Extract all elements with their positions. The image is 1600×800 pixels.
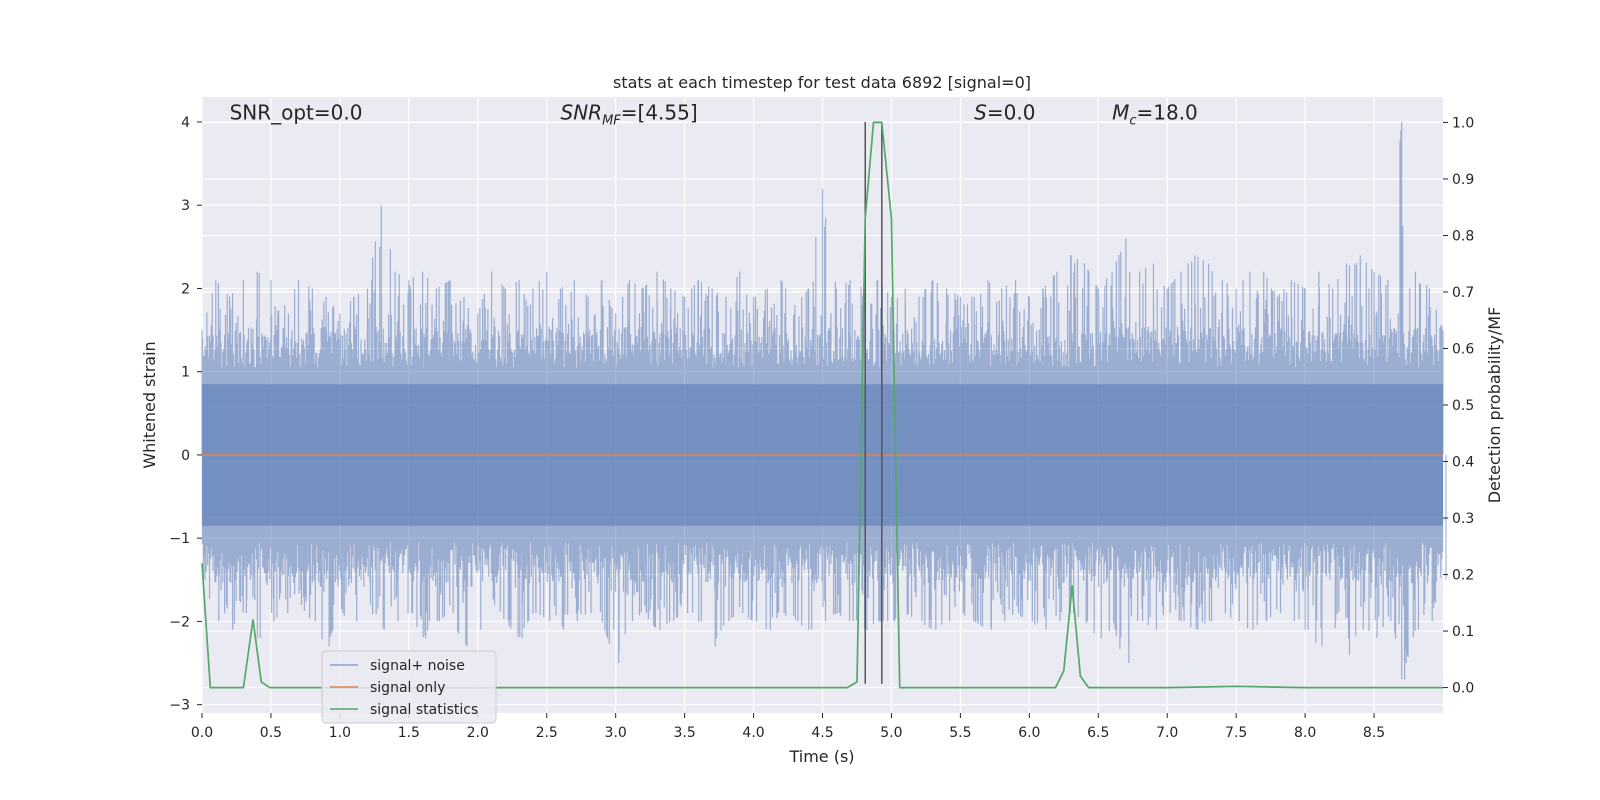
y-left-tick-label: −3 — [169, 698, 190, 714]
y-right-tick-label: 1.0 — [1452, 115, 1474, 131]
x-tick-label: 8.0 — [1294, 725, 1316, 741]
annotations: SNR_opt=0.0 SNRMF=[4.55] S=0.0 Mc=18.0 — [230, 101, 1198, 129]
chart-title: stats at each timestep for test data 689… — [613, 73, 1031, 92]
x-tick-label: 4.5 — [811, 725, 833, 741]
x-tick-label: 7.0 — [1156, 725, 1178, 741]
x-tick-label: 3.0 — [605, 725, 627, 741]
y-axis-label-left: Whitened strain — [140, 341, 159, 468]
x-tick-label: 3.5 — [673, 725, 695, 741]
x-tick-label: 8.5 — [1363, 725, 1385, 741]
x-tick-label: 1.5 — [398, 725, 420, 741]
y-axis-label-right: Detection probability/MF — [1485, 307, 1504, 504]
y-left-tick-label: 2 — [181, 281, 190, 297]
x-tick-label: 2.5 — [536, 725, 558, 741]
y-left-tick-label: −2 — [169, 614, 190, 630]
x-tick-label: 7.5 — [1225, 725, 1247, 741]
x-tick-label: 5.0 — [880, 725, 902, 741]
y-left-tick-label: 1 — [181, 365, 190, 381]
x-tick-label: 0.5 — [260, 725, 282, 741]
x-tick-label: 2.0 — [467, 725, 489, 741]
y-right-tick-label: 0.1 — [1452, 624, 1474, 640]
annotation-text: SNRMF=[4.55] — [561, 101, 698, 129]
annotation-text: S=0.0 — [974, 101, 1035, 125]
y-right-tick-label: 0.5 — [1452, 398, 1474, 414]
x-tick-label: 0.0 — [191, 725, 213, 741]
y-right-tick-label: 0.4 — [1452, 455, 1474, 471]
y-left-tick-label: 4 — [181, 115, 190, 131]
y-right-tick-label: 0.6 — [1452, 341, 1474, 357]
legend-box — [321, 650, 497, 724]
legend-label: signal only — [370, 680, 445, 696]
legend-label: signal+ noise — [370, 658, 465, 674]
x-tick-label: 1.0 — [329, 725, 351, 741]
annotation-text: Mc=18.0 — [1112, 101, 1198, 129]
signal-statistics-line — [201, 121, 1443, 689]
x-tick-label: 4.0 — [742, 725, 764, 741]
x-tick-label: 5.5 — [949, 725, 971, 741]
y-right-tick-label: 0.8 — [1452, 228, 1474, 244]
line-series — [201, 121, 1443, 689]
x-tick-label: 6.5 — [1087, 725, 1109, 741]
ticks: 0.0 0.5 1.0 1.5 2.0 2.5 3.0 3.5 4.0 4.5 5.0 5.5 6.0 6… — [169, 115, 1474, 741]
legend-label: signal statistics — [370, 702, 478, 718]
y-right-tick-label: 0.2 — [1452, 568, 1474, 584]
y-right-tick-label: 0.3 — [1452, 511, 1474, 527]
y-left-tick-label: −1 — [169, 531, 190, 547]
y-right-tick-label: 0.0 — [1452, 681, 1474, 697]
x-tick-label: 6.0 — [1018, 725, 1040, 741]
x-axis-label: Time (s) — [788, 747, 854, 766]
y-left-tick-label: 0 — [181, 448, 190, 464]
y-left-tick-label: 3 — [181, 198, 190, 214]
y-right-tick-label: 0.7 — [1452, 285, 1474, 301]
annotation-text: SNR_opt=0.0 — [230, 101, 363, 125]
y-right-tick-label: 0.9 — [1452, 172, 1474, 188]
legend: signal+ noise signal only signal statistic… — [321, 650, 497, 724]
